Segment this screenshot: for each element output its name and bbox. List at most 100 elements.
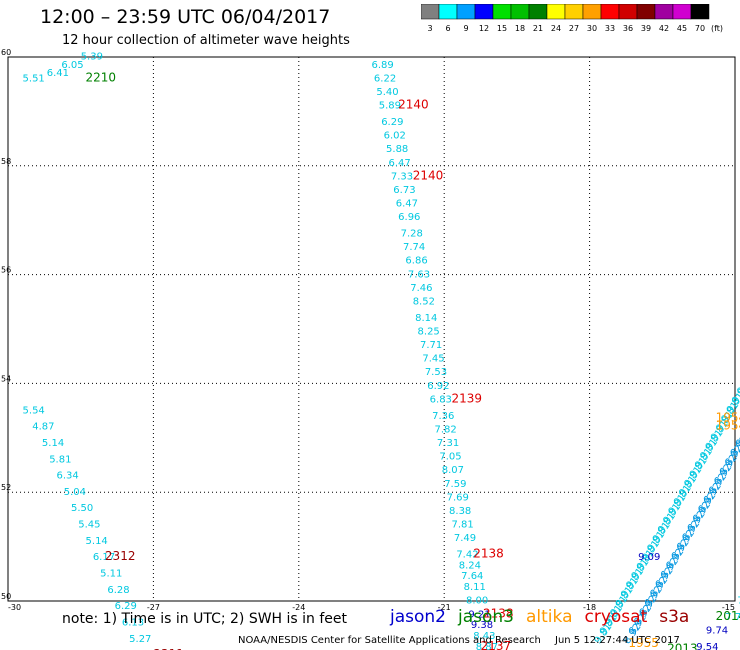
grid-lines (8, 57, 735, 601)
axis-ticks: -30 -27 -24 -21 -18 -15 50 52 54 56 58 60 (1, 48, 735, 612)
wave-value: 7.49 (454, 533, 476, 544)
wave-value: 9.54 (696, 642, 718, 650)
wave-value: 6.41 (47, 68, 69, 79)
wave-value: 7.59 (444, 479, 466, 490)
y-tick-label: 56 (1, 266, 11, 275)
colorbar-label: 18 (515, 24, 525, 33)
wave-value: 8.24 (459, 560, 481, 571)
wave-value: 5.45 (78, 520, 100, 531)
colorbar-swatch (690, 4, 710, 20)
wave-value: 7.45 (422, 354, 444, 365)
y-tick-label: 58 (1, 157, 11, 166)
wave-value: 9.09 (638, 552, 660, 563)
wave-value: 9.74 (706, 626, 728, 637)
colorbar-label: 70 (695, 24, 705, 33)
x-tick-label: -15 (722, 603, 735, 612)
colorbar-legend: 3 6 9 12 15 18 21 24 27 30 33 36 39 42 45 70 (ft) (421, 4, 723, 33)
page-title: 12:00 – 23:59 UTC 06/04/2017 (40, 6, 331, 28)
wave-value: 6.34 (56, 471, 78, 482)
pass-label: 2138 (483, 606, 514, 620)
wave-value: 5.54 (23, 405, 45, 416)
colorbar-label: 42 (659, 24, 669, 33)
wave-value: 4.87 (32, 422, 54, 433)
colorbar-label: 27 (569, 24, 579, 33)
wave-value: 8.87 (476, 642, 498, 650)
pass-label: 1955 (628, 636, 659, 650)
colorbar-label: 30 (587, 24, 597, 33)
wave-value: 6.96 (398, 212, 420, 223)
pass-labels: 2210 2140 2140 2139 2138 2138 2137 2312 2311 1954… (86, 70, 740, 650)
track-value: 9.81 (730, 382, 740, 407)
pass-label: 2312 (105, 549, 136, 563)
wave-value: 5.51 (23, 73, 45, 84)
pass-label: 2014 (716, 609, 740, 623)
x-tick-label: -24 (292, 603, 305, 612)
x-tick-label: -30 (8, 603, 21, 612)
wave-value: 6.29 (115, 601, 137, 612)
wave-value: 6.47 (388, 158, 410, 169)
wave-value: 6.17 (93, 552, 115, 563)
satellite-jason2: jason2 (390, 607, 446, 627)
wave-value: 7.75 (725, 612, 740, 623)
wave-value: 7.63 (408, 269, 430, 280)
wave-value: 6.73 (393, 185, 415, 196)
pass-label: 2013 (667, 642, 698, 650)
pass-label: 2311 (153, 647, 184, 650)
wave-value: 6.28 (107, 585, 129, 596)
wave-value: 6.05 (61, 60, 83, 71)
colorbar-label: 6 (445, 24, 450, 33)
wave-value: 7.05 (439, 452, 461, 463)
track-value: 8.92 (729, 434, 740, 459)
wave-value: 7.82 (435, 424, 457, 435)
wave-value: 5.27 (129, 634, 151, 645)
wave-value: 6.89 (372, 60, 394, 71)
wave-value: 7.36 (432, 411, 454, 422)
wave-value: 5.89 (379, 101, 401, 112)
wave-value: 6.83 (430, 394, 452, 405)
satellite-legend: jason2 jason3 altika cryosat s3a (390, 607, 701, 627)
footer-note: note: 1) Time is in UTC; 2) SWH is in fe… (62, 611, 348, 627)
credit-text: NOAA/NESDIS Center for Satellite Applica… (238, 635, 541, 646)
wave-value: 8.11 (464, 582, 486, 593)
pass-label: 1954 (716, 419, 740, 433)
wave-value: 6.86 (405, 256, 427, 267)
y-tick-label: 50 (1, 592, 11, 601)
x-tick-label: -27 (147, 603, 160, 612)
wave-value: 7.74 (403, 242, 425, 253)
wave-value: 5.04 (64, 487, 86, 498)
colorbar-label: 3 (427, 24, 432, 33)
wave-value: 5.14 (86, 536, 108, 547)
wave-value: 7.33 (391, 171, 413, 182)
colorbar-label: 33 (605, 24, 615, 33)
wave-value: 8.07 (442, 465, 464, 476)
y-tick-label: 54 (1, 374, 11, 383)
wave-value: 6.29 (381, 117, 403, 128)
colorbar-unit: (ft) (711, 24, 723, 33)
pass-label: 2210 (86, 70, 117, 84)
wave-value: 5.11 (100, 569, 122, 580)
wave-value: 8.43 (473, 631, 495, 642)
plot-frame (7, 56, 736, 602)
wave-value: 8.25 (418, 326, 440, 337)
satellite-cryosat: cryosat (584, 607, 648, 627)
timestamp: Jun 5 12:27:44 UTC 2017 (555, 635, 680, 646)
wave-value: 5.40 (376, 87, 398, 98)
y-tick-label: 60 (1, 48, 11, 57)
wave-value: 9.38 (471, 620, 493, 631)
wave-value: 6.92 (427, 381, 449, 392)
wave-value: 7.53 (425, 367, 447, 378)
pass-label: 1954 (716, 410, 740, 424)
colorbar-label: 21 (533, 24, 543, 33)
wave-value: 6.47 (396, 199, 418, 210)
satellite-s3a: s3a (659, 607, 690, 627)
wave-value: 5.81 (49, 454, 71, 465)
pass-label: 2138 (473, 546, 504, 560)
colorbar-label: 12 (479, 24, 489, 33)
wave-value: 7.28 (401, 229, 423, 240)
colorbar-label: 9 (463, 24, 468, 33)
chart-subtitle: 12 hour collection of altimeter wave hei… (62, 33, 350, 48)
wave-value: 7.42 (456, 549, 478, 560)
pass-label: 2140 (413, 168, 444, 182)
wave-value: 7.71 (737, 596, 740, 607)
colorbar-label: 36 (623, 24, 633, 33)
